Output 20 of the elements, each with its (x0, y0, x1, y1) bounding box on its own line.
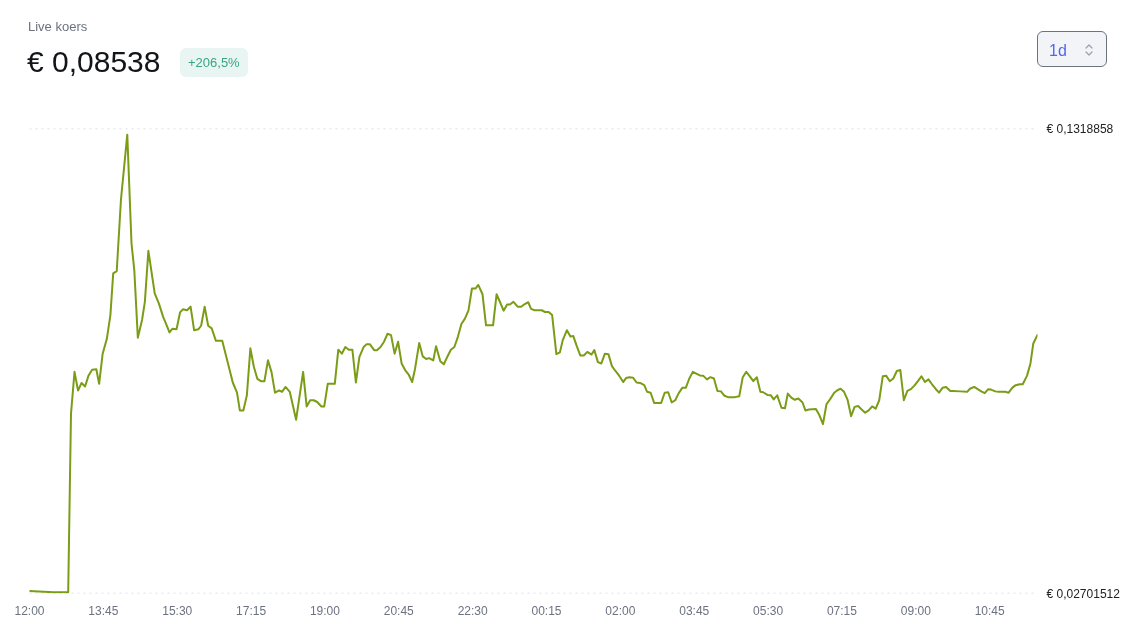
x-tick-label: 19:00 (309, 603, 341, 618)
chart-title: Live koers (28, 18, 88, 36)
x-tick-label: 00:15 (531, 603, 562, 618)
x-tick-label: 10:45 (974, 603, 1006, 618)
chart-subtitle: € 0,08538 (27, 44, 161, 80)
text: 1d (1049, 41, 1067, 61)
y-tick-label: € 0,1318858 (1046, 121, 1114, 136)
x-tick-label: 15:30 (162, 603, 193, 618)
x-tick-label: 13:45 (88, 603, 119, 618)
x-tick-label: 09:00 (900, 603, 932, 618)
x-tick-label: 20:45 (383, 603, 415, 618)
x-tick-label: 22:30 (457, 603, 488, 618)
x-tick-label: 12:00 (14, 603, 45, 618)
x-tick-label: 05:30 (753, 603, 784, 618)
y-tick-label: € 0,02701512 (1046, 586, 1121, 601)
x-tick-label: 07:15 (826, 603, 858, 618)
x-tick-label: 02:00 (605, 603, 636, 618)
x-tick-label: 03:45 (679, 603, 710, 618)
x-tick-label: 17:15 (236, 603, 267, 618)
text: +206,5% (180, 48, 248, 77)
